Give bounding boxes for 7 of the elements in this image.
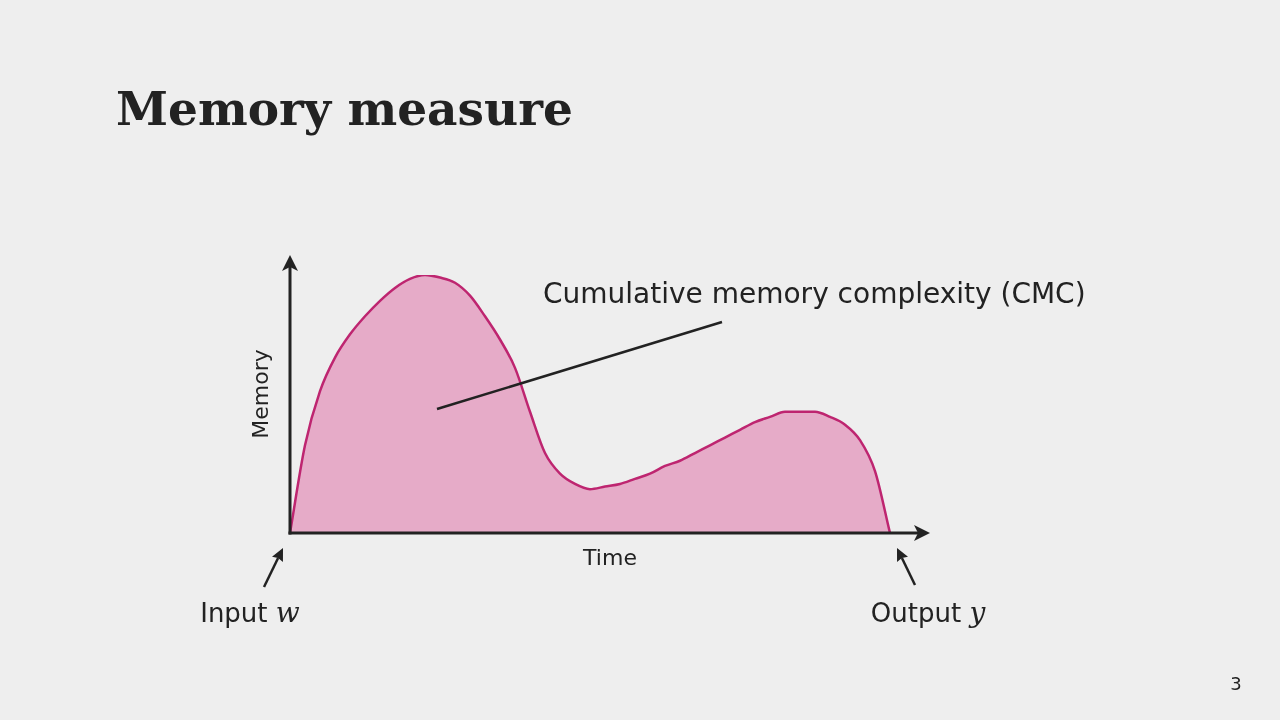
chart-title: Memory measure (116, 81, 573, 136)
text: 3 (1230, 673, 1242, 694)
text: Input w (200, 596, 300, 629)
text: Output y (870, 596, 987, 629)
x-axis-title: Time (582, 545, 637, 570)
annotation: Cumulative memory complexity (CMC) (543, 277, 1086, 310)
y-axis-title: Memory (247, 349, 273, 439)
